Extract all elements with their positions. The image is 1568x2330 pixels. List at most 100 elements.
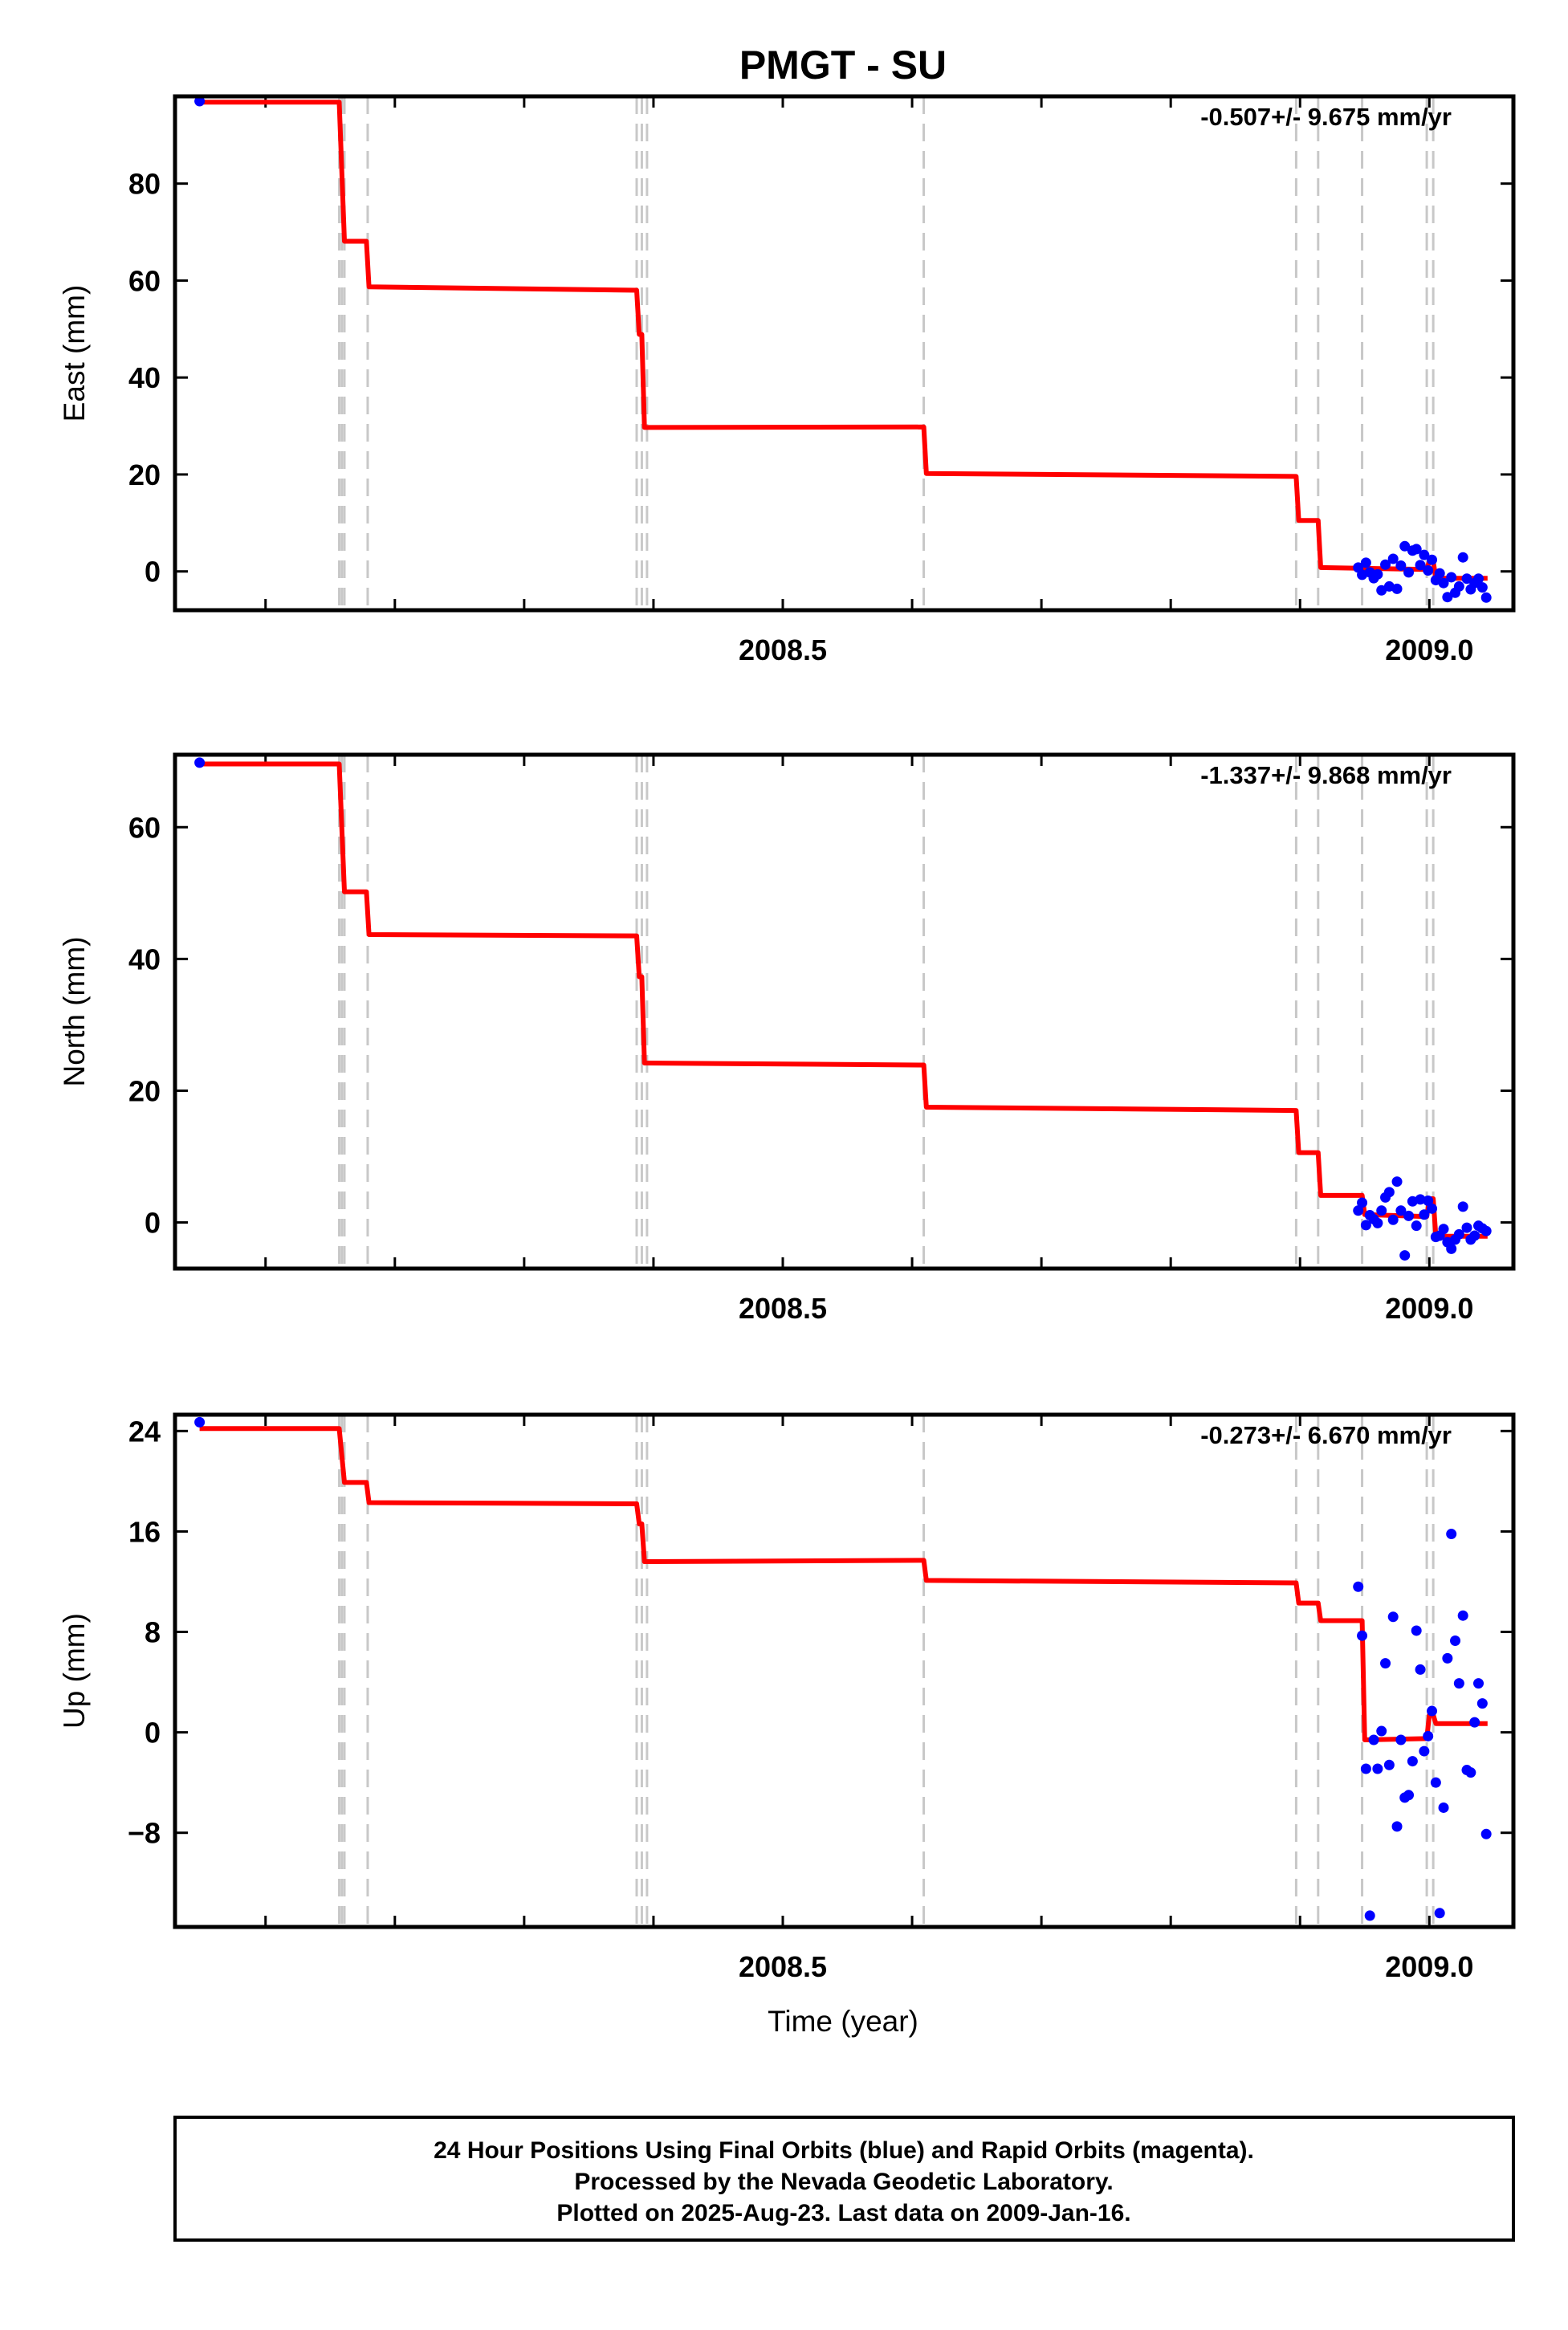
data-point — [1376, 585, 1387, 596]
rate-annotation: -0.507+/- 9.675 mm/yr — [1200, 103, 1452, 131]
y-tick-label: −8 — [128, 1817, 161, 1850]
data-point — [1465, 1767, 1476, 1778]
model-line — [199, 100, 1488, 581]
data-point — [1423, 1195, 1434, 1206]
data-point — [1372, 1217, 1383, 1228]
data-point — [1457, 1610, 1468, 1621]
data-point — [1419, 549, 1430, 560]
y-tick-label: 80 — [128, 168, 161, 201]
y-tick-label: 0 — [145, 556, 161, 589]
data-point — [1376, 1725, 1387, 1737]
data-point — [1360, 557, 1371, 568]
data-point — [1457, 1201, 1468, 1212]
data-point — [1407, 1756, 1418, 1767]
data-point — [1391, 1176, 1403, 1187]
y-tick-label: 60 — [128, 264, 161, 297]
data-point — [1383, 1759, 1395, 1770]
data-point — [1353, 1205, 1364, 1216]
data-point — [1403, 567, 1415, 578]
y-tick-label: 16 — [128, 1515, 161, 1548]
data-point — [1368, 1734, 1379, 1745]
data-point — [1434, 568, 1445, 579]
panel-north: 0 20 40 60 2008.5 2009.0 -1.337+/- 9.868 mm/yr… — [58, 752, 1516, 1325]
data-point — [1387, 1214, 1399, 1225]
plot-frame — [173, 94, 1516, 613]
data-point — [1357, 1630, 1368, 1641]
data-point — [1376, 1205, 1387, 1216]
y-axis-label: North (mm) — [58, 936, 91, 1086]
data-point — [1399, 540, 1411, 552]
data-point — [1423, 1730, 1434, 1741]
y-tick-label: 20 — [128, 458, 161, 491]
chart-title: PMGT - SU — [739, 43, 947, 88]
y-tick-label: 0 — [145, 1207, 161, 1240]
y-tick-label: 40 — [128, 943, 161, 976]
data-point — [1411, 544, 1422, 555]
y-tick-label: 60 — [128, 811, 161, 844]
data-point — [1480, 1828, 1492, 1839]
data-point — [1453, 580, 1464, 592]
data-point — [1446, 1243, 1457, 1254]
data-point — [1391, 583, 1403, 594]
y-tick-label: 8 — [145, 1616, 161, 1649]
data-point — [194, 1416, 206, 1428]
y-tick-label: 40 — [128, 361, 161, 394]
data-point — [1469, 1230, 1480, 1241]
data-point — [1473, 573, 1485, 585]
footer-box: 24 Hour Positions Using Final Orbits (bl… — [173, 2116, 1515, 2242]
data-point — [1427, 1705, 1438, 1717]
data-point — [1411, 1220, 1422, 1232]
data-point — [1415, 560, 1426, 571]
data-point — [1457, 552, 1468, 563]
data-point — [1403, 1790, 1415, 1801]
data-point — [1419, 1745, 1430, 1757]
data-point — [1427, 1203, 1438, 1214]
data-point — [194, 757, 206, 768]
data-point — [1364, 1910, 1375, 1921]
data-point — [1476, 1698, 1488, 1709]
data-point — [1380, 1658, 1391, 1669]
data-point — [1357, 1197, 1368, 1208]
data-point — [1434, 1908, 1445, 1919]
data-point — [1469, 1717, 1480, 1728]
x-tick-label: 2008.5 — [739, 1292, 827, 1325]
data-point — [1423, 564, 1434, 576]
data-point — [1360, 1220, 1371, 1231]
x-tick-label: 2009.0 — [1385, 633, 1473, 666]
footer-line-1: 24 Hour Positions Using Final Orbits (bl… — [434, 2137, 1254, 2164]
data-point — [1387, 1611, 1399, 1623]
data-point — [1387, 553, 1399, 564]
data-point — [1453, 1228, 1464, 1240]
model-line — [199, 761, 1488, 1239]
rate-annotation: -1.337+/- 9.868 mm/yr — [1200, 761, 1452, 789]
y-tick-label: 24 — [128, 1415, 161, 1448]
data-point — [1399, 1250, 1411, 1261]
data-point — [1395, 1734, 1407, 1745]
data-point — [1395, 560, 1407, 571]
data-point — [1453, 1678, 1464, 1689]
footer-frame — [173, 2116, 1515, 2242]
panel-up: −8 0 8 16 24 2008.5 2009.0 -0.273+/- 6.670 mm/y… — [58, 1412, 1516, 1983]
data-point — [1372, 568, 1383, 580]
panel-east: 0 20 40 60 80 2008.5 2009.0 -0.507+/- 9.675 mm/… — [58, 94, 1516, 666]
data-point — [1480, 1225, 1492, 1236]
data-point — [1415, 1194, 1426, 1205]
y-tick-label: 20 — [128, 1074, 161, 1107]
data-point — [1473, 1678, 1485, 1689]
data-point — [1430, 1777, 1441, 1788]
x-tick-label: 2009.0 — [1385, 1292, 1473, 1325]
plot-frame — [173, 1412, 1516, 1929]
x-tick-label: 2009.0 — [1385, 1950, 1473, 1983]
data-point — [1442, 1652, 1453, 1664]
x-axis-label: Time (year) — [768, 2005, 918, 2038]
data-point — [1419, 1209, 1430, 1220]
data-point — [1372, 1763, 1383, 1774]
data-point — [1403, 1210, 1415, 1221]
data-point — [1411, 1625, 1422, 1636]
data-point — [1395, 1205, 1407, 1216]
data-point — [1480, 592, 1492, 603]
data-point — [1438, 1224, 1449, 1235]
data-point — [1461, 1222, 1472, 1233]
data-point — [1427, 554, 1438, 565]
